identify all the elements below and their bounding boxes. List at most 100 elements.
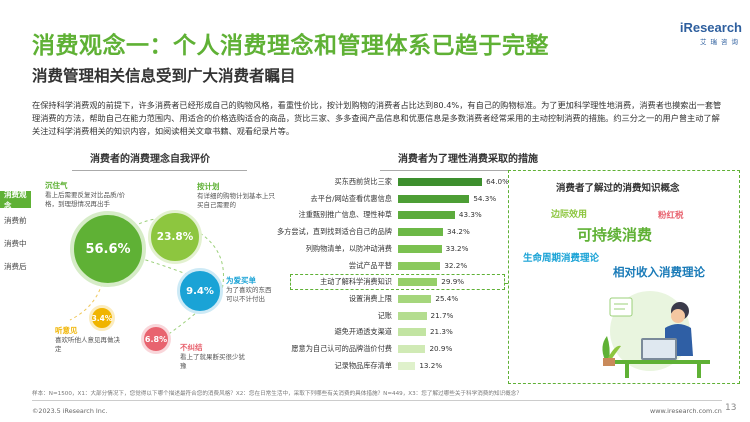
sidebar-item-during[interactable]: 消费中 — [0, 235, 31, 252]
iresearch-logo: iResearch 艾瑞咨询 — [672, 20, 742, 50]
knowledge-word: 粉红税 — [658, 211, 684, 221]
footer-website: www.iresearch.com.cn — [650, 407, 722, 415]
bar — [398, 328, 426, 337]
logo-text: iResearch — [679, 20, 742, 35]
bubble-steady-label-group: 沉住气 看上后需要反复对比品质/价格，到理想情况再出手 — [45, 180, 127, 208]
bar-value-label: 54.3% — [473, 193, 497, 203]
bar-row: 去平台/网站查看优惠信息 54.3% — [260, 191, 510, 208]
bubble-plan: 23.8% — [148, 210, 202, 264]
bar-category-label: 避免开通透支渠道 — [334, 327, 392, 337]
bubble-value: 6.8% — [144, 334, 168, 344]
middle-section-heading: 消费者为了理性消费采取的措施 — [380, 150, 540, 171]
bar-value-label: 21.7% — [430, 310, 454, 320]
bar-value-label: 29.9% — [441, 277, 465, 287]
knowledge-word: 边际效用 — [551, 210, 588, 220]
bar-value-label: 43.3% — [458, 210, 482, 220]
bar-chart: 买东西前货比三家 64.0% 去平台/网站查看优惠信息 54.3% 注重甄别推广信息、理… — [260, 172, 510, 377]
left-section-divider — [72, 170, 247, 171]
bar — [398, 311, 427, 320]
bar-category-label: 买东西前货比三家 — [334, 177, 392, 186]
bar-row: 愿意为自己认可的品牌溢价付费 20.9% — [260, 341, 510, 358]
footer-copyright: ©2023.5 iResearch Inc. — [32, 407, 108, 415]
bar — [398, 228, 443, 237]
middle-section-divider — [380, 170, 540, 171]
bubble-label: 不纠结 — [180, 343, 203, 352]
logo-subtext: 艾瑞咨询 — [700, 38, 742, 46]
bar-row: 注重甄别推广信息、理性种草 43.3% — [260, 207, 510, 224]
bar-category-label: 设置消费上限 — [348, 293, 392, 303]
intro-paragraph: 在保持科学消费观的前提下，许多消费者已经形成自己的购物风格，看重性价比，按计划购… — [32, 100, 722, 136]
footer-sample-note: 样本：N=1500，X1：大部分情况下，您觉得以下哪个描述最符合您的消费风格？X… — [32, 391, 522, 397]
bar-value-label: 21.3% — [429, 327, 453, 337]
page-number: 13 — [725, 403, 737, 413]
sidebar-item-concept[interactable]: 消费观念 — [0, 189, 31, 210]
sidebar-item-before[interactable]: 消费前 — [0, 212, 31, 229]
chart-title: 消费者为了理性消费采取的措施 — [398, 154, 538, 165]
footer-divider — [32, 400, 722, 401]
bar-category-label: 记录物品库存清单 — [334, 360, 392, 370]
bar-category-label: 尝试产品平替 — [348, 260, 392, 270]
bar-category-label: 注重甄别推广信息、理性种草 — [298, 210, 392, 220]
bar-value-label: 34.2% — [446, 227, 470, 237]
knowledge-word: 可持续消费 — [577, 226, 653, 244]
bar — [398, 194, 470, 203]
bar-highlight-frame — [290, 274, 505, 290]
bar-category-label: 记账 — [377, 310, 392, 320]
bar-row: 多方尝试，直到找到适合自己的品牌 34.2% — [260, 224, 510, 241]
bar-category-label: 愿意为自己认可的品牌溢价付费 — [291, 344, 392, 353]
bubble-desc: 看上了就果断买很少犹豫 — [180, 353, 245, 370]
knowledge-word: 相对收入消费理论 — [613, 265, 705, 279]
bar-category-label: 列购物清单，以防冲动消费 — [305, 243, 392, 253]
bar-row: 尝试产品平替 32.2% — [260, 258, 510, 275]
bar — [398, 294, 432, 303]
bar-category-label: 主动了解科学消费知识 — [320, 277, 392, 287]
bubble-plan-label-group: 按计划 有详细的购物计划基本上只买自己需要的 — [197, 181, 279, 209]
bar-value-label: 64.0% — [486, 177, 509, 186]
bar-row: 记账 21.7% — [260, 308, 510, 325]
bubble-desc: 看上后需要反复对比品质/价格，到理想情况再出手 — [45, 191, 126, 208]
bar — [398, 345, 426, 353]
bubble-decisive-label-group: 不纠结 看上了就果断买很少犹豫 — [180, 342, 250, 370]
bubble-value: 9.4% — [186, 285, 214, 297]
page-title: 消费观念一：个人消费理念和管理体系已趋于完整 — [32, 33, 549, 59]
bar — [398, 361, 416, 370]
bar-row: 买东西前货比三家 64.0% — [260, 174, 510, 191]
bar-row: 记录物品库存清单 13.2% — [260, 358, 510, 375]
bar-value-label: 13.2% — [419, 360, 443, 370]
bubble-label: 沉住气 — [45, 181, 68, 190]
bar-row: 设置消费上限 25.4% — [260, 291, 510, 308]
sidebar-item-label: 消费前 — [4, 216, 27, 225]
bubble-love: 9.4% — [177, 268, 223, 314]
sidebar-item-after[interactable]: 消费后 — [0, 258, 31, 275]
left-section-title: 消费者的消费理念自我评价 — [90, 154, 210, 165]
bubble-label: 按计划 — [197, 182, 220, 191]
page-subtitle: 消费管理相关信息受到广大消费者瞩目 — [32, 67, 296, 85]
bubble-value: 56.6% — [85, 241, 131, 257]
bubble-desc: 为了喜欢的东西可以不计付出 — [226, 286, 272, 303]
bar-category-label: 多方尝试，直到找到适合自己的品牌 — [276, 227, 392, 237]
bar — [398, 261, 441, 270]
bubble-desc: 有详细的购物计划基本上只买自己需要的 — [197, 192, 275, 209]
bar-value-label: 33.2% — [445, 243, 469, 253]
highlight-connector — [505, 282, 510, 285]
bubble-value: 3.4% — [91, 313, 113, 323]
sidebar-item-label: 消费后 — [4, 262, 27, 271]
bar-value-label: 32.2% — [444, 260, 468, 270]
left-section-heading: 消费者的消费理念自我评价 — [72, 150, 247, 171]
bubble-decisive: 6.8% — [141, 324, 171, 354]
bar-row: 列购物清单，以防冲动消费 33.2% — [260, 241, 510, 258]
sidebar-item-label: 消费观念 — [4, 189, 27, 210]
knowledge-word: 生命周期消费理论 — [523, 253, 600, 264]
sidebar-item-label: 消费中 — [4, 239, 27, 248]
bubble-advice: 3.4% — [89, 305, 115, 331]
bar — [398, 278, 438, 287]
bubble-steady: 56.6% — [70, 211, 146, 287]
bar — [398, 211, 455, 220]
bubble-love-label-group: 为爱买单 为了喜欢的东西可以不计付出 — [226, 275, 276, 303]
bar-value-label: 20.9% — [429, 344, 453, 353]
bar-row: 主动了解科学消费知识 29.9% — [260, 274, 510, 291]
person-reading-illustration — [602, 291, 710, 378]
bubble-label: 听意见 — [55, 326, 78, 335]
bubble-label: 为爱买单 — [226, 276, 256, 285]
bar-category-label: 去平台/网站查看优惠信息 — [310, 193, 393, 203]
